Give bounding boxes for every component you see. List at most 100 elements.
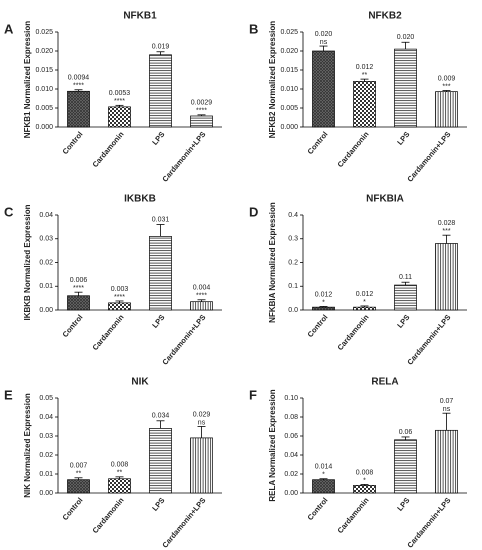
x-tick-label: Control <box>306 496 330 522</box>
y-tick-label: 0.02 <box>39 259 53 266</box>
bar-annotation: 0.0029 <box>191 100 213 107</box>
chart-title: NFKB1 <box>123 11 157 22</box>
x-tick-label: Cardamonin+LPS <box>160 130 207 184</box>
y-tick-label: 0.04 <box>39 212 53 219</box>
bar <box>435 91 458 128</box>
x-tick-label: Cardamonin+LPS <box>405 496 452 550</box>
x-tick-label: LPS <box>150 313 166 330</box>
bar <box>353 306 376 311</box>
bar-annotation: 0.019 <box>152 44 170 51</box>
x-tick-label: Cardamonin+LPS <box>160 496 207 550</box>
y-tick-label: 0.025 <box>280 29 298 36</box>
bar-annotation: 0.004 <box>193 285 211 292</box>
y-tick-label: 0.10 <box>284 395 298 402</box>
x-tick-label: LPS <box>150 130 166 147</box>
y-tick-label: 0.06 <box>284 433 298 440</box>
significance-label: * <box>322 299 325 306</box>
significance-label: ** <box>117 470 123 477</box>
bar-annotation: 0.07 <box>440 398 454 405</box>
bar <box>394 48 417 128</box>
bar-annotation: 0.034 <box>152 413 170 420</box>
significance-label: **** <box>73 285 84 292</box>
bar-annotation: 0.012 <box>315 291 333 298</box>
x-tick-label: Cardamonin+LPS <box>405 313 452 367</box>
significance-label: *** <box>442 228 450 235</box>
bar <box>190 437 213 494</box>
bar-annotation: 0.008 <box>356 469 374 476</box>
y-tick-label: 0.010 <box>280 86 298 93</box>
significance-label: * <box>322 472 325 479</box>
bar <box>394 439 417 494</box>
significance-label: ** <box>76 471 82 478</box>
panel-letter: F <box>249 387 257 402</box>
x-tick-label: Cardamonin <box>336 129 371 169</box>
bar-annotation: 0.020 <box>315 31 333 38</box>
bar <box>312 306 335 311</box>
significance-label: ns <box>198 419 206 426</box>
panel-letter: C <box>4 204 14 219</box>
panel-letter: B <box>249 21 258 36</box>
bar-annotation: 0.0094 <box>68 75 90 82</box>
bar <box>435 429 458 494</box>
y-tick-label: 0.020 <box>280 48 298 55</box>
x-tick-label: Control <box>306 130 330 156</box>
bar <box>67 479 90 494</box>
bar <box>108 106 131 128</box>
bar-annotation: 0.031 <box>152 216 170 223</box>
significance-label: *** <box>442 83 450 90</box>
y-tick-label: 0.1 <box>288 283 298 290</box>
significance-label: **** <box>196 108 207 115</box>
y-tick-label: 0.000 <box>280 124 298 131</box>
bar-annotation: 0.020 <box>397 34 415 41</box>
significance-label: ns <box>443 406 451 413</box>
y-tick-label: 0.04 <box>39 414 53 421</box>
bar-annotation: 0.11 <box>399 274 412 281</box>
bar <box>190 115 213 128</box>
bar <box>149 236 172 311</box>
bar-annotation: 0.012 <box>356 291 374 298</box>
x-tick-label: Cardamonin <box>336 312 371 352</box>
significance-label: **** <box>196 293 207 300</box>
x-tick-label: LPS <box>395 130 411 147</box>
significance-label: ns <box>320 39 328 46</box>
y-axis-label: NIK Normalized Expression <box>23 393 32 498</box>
bar <box>149 428 172 494</box>
x-tick-label: Cardamonin+LPS <box>405 130 452 184</box>
y-tick-label: 0.02 <box>39 452 53 459</box>
y-axis-label: NFKB1 Normalized Expression <box>23 21 32 138</box>
chart-title: RELA <box>371 377 398 388</box>
y-tick-label: 0.04 <box>284 452 298 459</box>
bar-annotation: 0.008 <box>111 462 129 469</box>
bar <box>312 50 335 128</box>
y-tick-label: 0.02 <box>284 471 298 478</box>
y-axis-label: NFKBIA Normalized Expression <box>268 202 277 323</box>
significance-label: **** <box>114 98 125 105</box>
bar <box>394 284 417 311</box>
x-tick-label: Cardamonin <box>91 312 126 352</box>
y-tick-label: 0.0 <box>288 307 298 314</box>
x-tick-label: Cardamonin <box>336 495 371 535</box>
y-tick-label: 0.03 <box>39 236 53 243</box>
bar-annotation: 0.009 <box>438 75 456 82</box>
x-tick-label: Control <box>61 313 85 339</box>
chart-title: NFKB2 <box>368 11 402 22</box>
y-tick-label: 0.01 <box>39 471 53 478</box>
bar-annotation: 0.007 <box>70 463 88 470</box>
panel-letter: A <box>4 21 14 36</box>
bar <box>190 301 213 311</box>
y-tick-label: 0.01 <box>39 283 53 290</box>
x-tick-label: Control <box>61 130 85 156</box>
y-tick-label: 0.010 <box>35 86 53 93</box>
bar-annotation: 0.003 <box>111 286 129 293</box>
y-tick-label: 0.03 <box>39 433 53 440</box>
y-tick-label: 0.005 <box>280 105 298 112</box>
y-axis-label: IKBKB Normalized Expression <box>23 204 32 320</box>
bar <box>353 81 376 128</box>
bar-annotation: 0.012 <box>356 64 374 71</box>
y-tick-label: 0.000 <box>35 124 53 131</box>
x-tick-label: Cardamonin <box>91 129 126 169</box>
y-tick-label: 0.015 <box>35 67 53 74</box>
y-tick-label: 0.3 <box>288 236 298 243</box>
bar <box>108 478 131 494</box>
